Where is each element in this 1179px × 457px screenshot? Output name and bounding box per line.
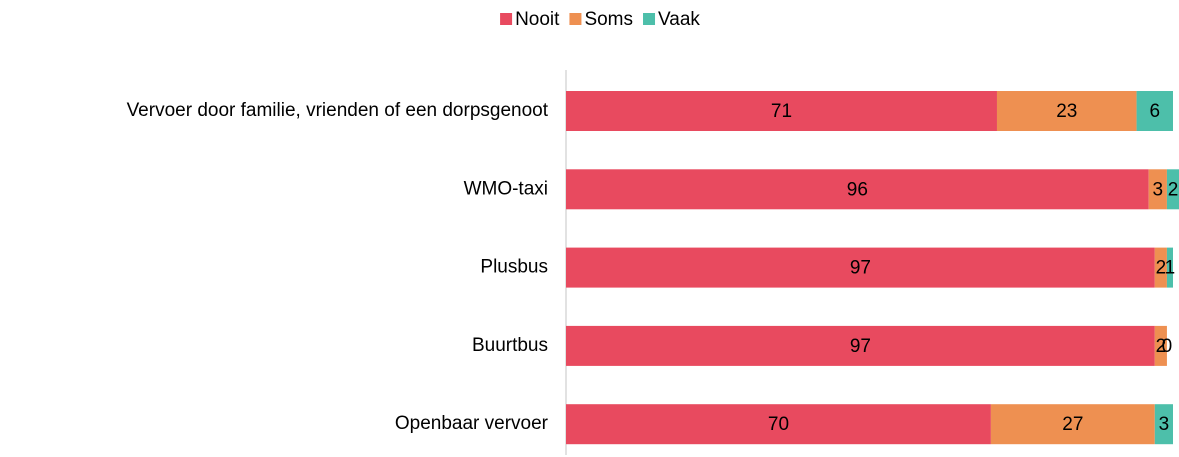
- data-label: 96: [847, 179, 868, 200]
- bar-segment: [566, 247, 1155, 288]
- y-tick-label: Vervoer door familie, vrienden of een do…: [127, 100, 549, 121]
- bar-segment: [566, 91, 997, 131]
- bar-segment: [1154, 247, 1167, 288]
- bar-segment: [1136, 91, 1173, 131]
- y-tick-label: Buurtbus: [472, 335, 548, 356]
- bar-segment: [996, 91, 1137, 131]
- data-label: 27: [1062, 414, 1083, 435]
- bar-segment: [990, 404, 1155, 445]
- data-label: 3: [1153, 179, 1164, 200]
- y-tick-label: Plusbus: [480, 257, 548, 278]
- data-label: 6: [1150, 101, 1161, 122]
- bar-segment: [1166, 169, 1179, 210]
- data-label: 2: [1168, 179, 1179, 200]
- bar-segment: [1166, 247, 1173, 288]
- bar-segment: [1148, 169, 1167, 210]
- bar-segment: [566, 325, 1155, 366]
- data-label: 2: [1156, 258, 1167, 279]
- legend-label: Soms: [584, 9, 633, 30]
- data-label: 97: [850, 258, 871, 279]
- data-label: 70: [768, 414, 789, 435]
- data-label: 2: [1156, 336, 1167, 357]
- data-label: 97: [850, 336, 871, 357]
- bar-segment: [566, 404, 991, 445]
- bar-segment: [1154, 404, 1173, 445]
- data-label: 23: [1056, 101, 1077, 122]
- legend-swatch: [569, 13, 582, 25]
- data-label: 1: [1165, 258, 1176, 279]
- data-label: 3: [1159, 414, 1170, 435]
- legend-swatch: [500, 13, 513, 25]
- data-label: 0: [1162, 336, 1173, 357]
- y-tick-label: WMO-taxi: [464, 178, 548, 199]
- legend-swatch: [643, 13, 656, 25]
- bar-segment: [566, 169, 1149, 210]
- y-tick-label: Openbaar vervoer: [395, 413, 549, 434]
- data-label: 71: [771, 101, 792, 122]
- legend-label: Vaak: [658, 9, 700, 30]
- bar-segment: [1154, 325, 1167, 366]
- legend-label: Nooit: [515, 9, 560, 30]
